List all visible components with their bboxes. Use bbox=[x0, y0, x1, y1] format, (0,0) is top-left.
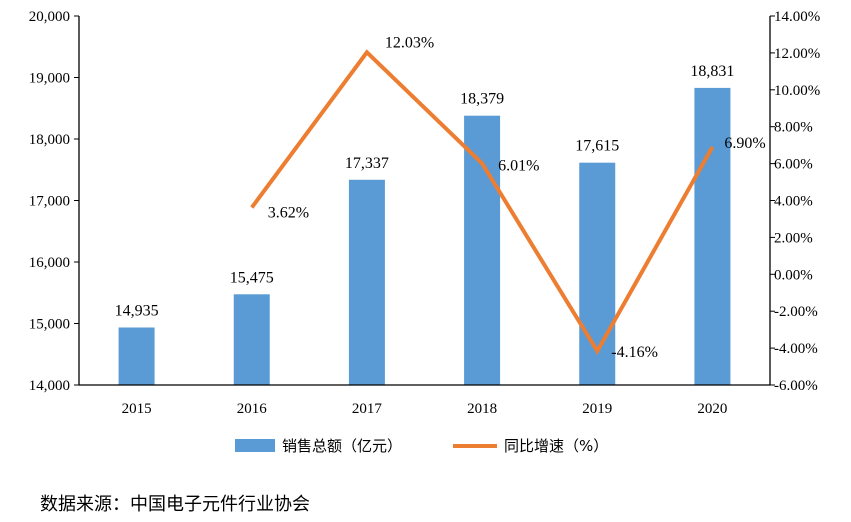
bar bbox=[464, 115, 501, 385]
right-tick-label: 0.00% bbox=[774, 267, 813, 283]
left-tick-label: 14,000 bbox=[29, 378, 70, 394]
line-value-label: 3.62% bbox=[268, 205, 309, 222]
bar-value-label: 17,615 bbox=[575, 138, 619, 155]
line-series bbox=[250, 49, 715, 356]
legend-bar-swatch bbox=[235, 439, 275, 452]
bar-value-label: 18,831 bbox=[690, 63, 734, 80]
right-tick-label: 10.00% bbox=[774, 83, 820, 99]
growth-line bbox=[250, 49, 715, 356]
right-tick-label: -4.00% bbox=[774, 341, 818, 357]
line-value-label: -4.16% bbox=[611, 344, 658, 361]
left-tick-label: 17,000 bbox=[29, 194, 70, 210]
axes bbox=[78, 16, 771, 386]
left-tick-label: 20,000 bbox=[29, 9, 70, 25]
bar-value-label: 18,379 bbox=[460, 91, 504, 108]
left-tick-label: 19,000 bbox=[29, 71, 70, 87]
bar bbox=[233, 294, 270, 385]
source-note: 数据来源：中国电子元件行业协会 bbox=[40, 494, 310, 515]
x-axis-ticks: 2015 2016 2017 2018 2019 2020 bbox=[122, 401, 728, 417]
combo-chart: 14,000 15,000 16,000 17,000 18,000 19,000 20,0… bbox=[29, 9, 821, 455]
left-tick-label: 18,000 bbox=[29, 132, 70, 148]
legend-line-label: 同比增速（%） bbox=[504, 437, 608, 455]
x-tick-label: 2017 bbox=[352, 401, 383, 417]
line-value-label: 6.01% bbox=[498, 157, 539, 174]
bar-value-label: 17,337 bbox=[345, 155, 389, 172]
line-data-labels: 3.62% 12.03% 6.01% -4.16% 6.90% bbox=[268, 34, 766, 361]
right-tick-label: -2.00% bbox=[774, 304, 818, 320]
right-tick-label: 14.00% bbox=[774, 9, 820, 25]
right-tick-label: 2.00% bbox=[774, 230, 813, 246]
x-tick-label: 2020 bbox=[697, 401, 727, 417]
bar-value-label: 15,475 bbox=[230, 269, 274, 286]
x-tick-label: 2016 bbox=[237, 401, 268, 417]
legend-bar-label: 销售总额（亿元） bbox=[282, 437, 402, 455]
right-axis-ticks: -6.00% -4.00% -2.00% 0.00% 2.00% 4.00% 6.00% 8.… bbox=[770, 9, 820, 394]
left-tick-label: 16,000 bbox=[29, 255, 70, 271]
line-value-label: 12.03% bbox=[385, 34, 434, 51]
right-tick-label: 4.00% bbox=[774, 194, 813, 210]
left-tick-label: 15,000 bbox=[29, 317, 70, 333]
x-tick-label: 2015 bbox=[122, 401, 152, 417]
bar-value-label: 14,935 bbox=[115, 302, 159, 319]
right-tick-label: -6.00% bbox=[774, 378, 818, 394]
left-axis-ticks: 14,000 15,000 16,000 17,000 18,000 19,000 20,0… bbox=[29, 9, 79, 394]
bar bbox=[118, 327, 155, 385]
bar bbox=[694, 87, 731, 386]
bar-series bbox=[118, 87, 731, 386]
line-value-label: 6.90% bbox=[724, 135, 765, 152]
bar bbox=[348, 179, 385, 385]
bar-data-labels: 14,935 15,475 17,337 18,379 17,615 18,831 bbox=[115, 63, 735, 320]
legend: 销售总额（亿元） 同比增速（%） bbox=[235, 437, 608, 455]
right-tick-label: 12.00% bbox=[774, 46, 820, 62]
x-tick-label: 2019 bbox=[582, 401, 612, 417]
right-tick-label: 6.00% bbox=[774, 157, 813, 173]
right-tick-label: 8.00% bbox=[774, 120, 813, 136]
x-tick-label: 2018 bbox=[467, 401, 497, 417]
